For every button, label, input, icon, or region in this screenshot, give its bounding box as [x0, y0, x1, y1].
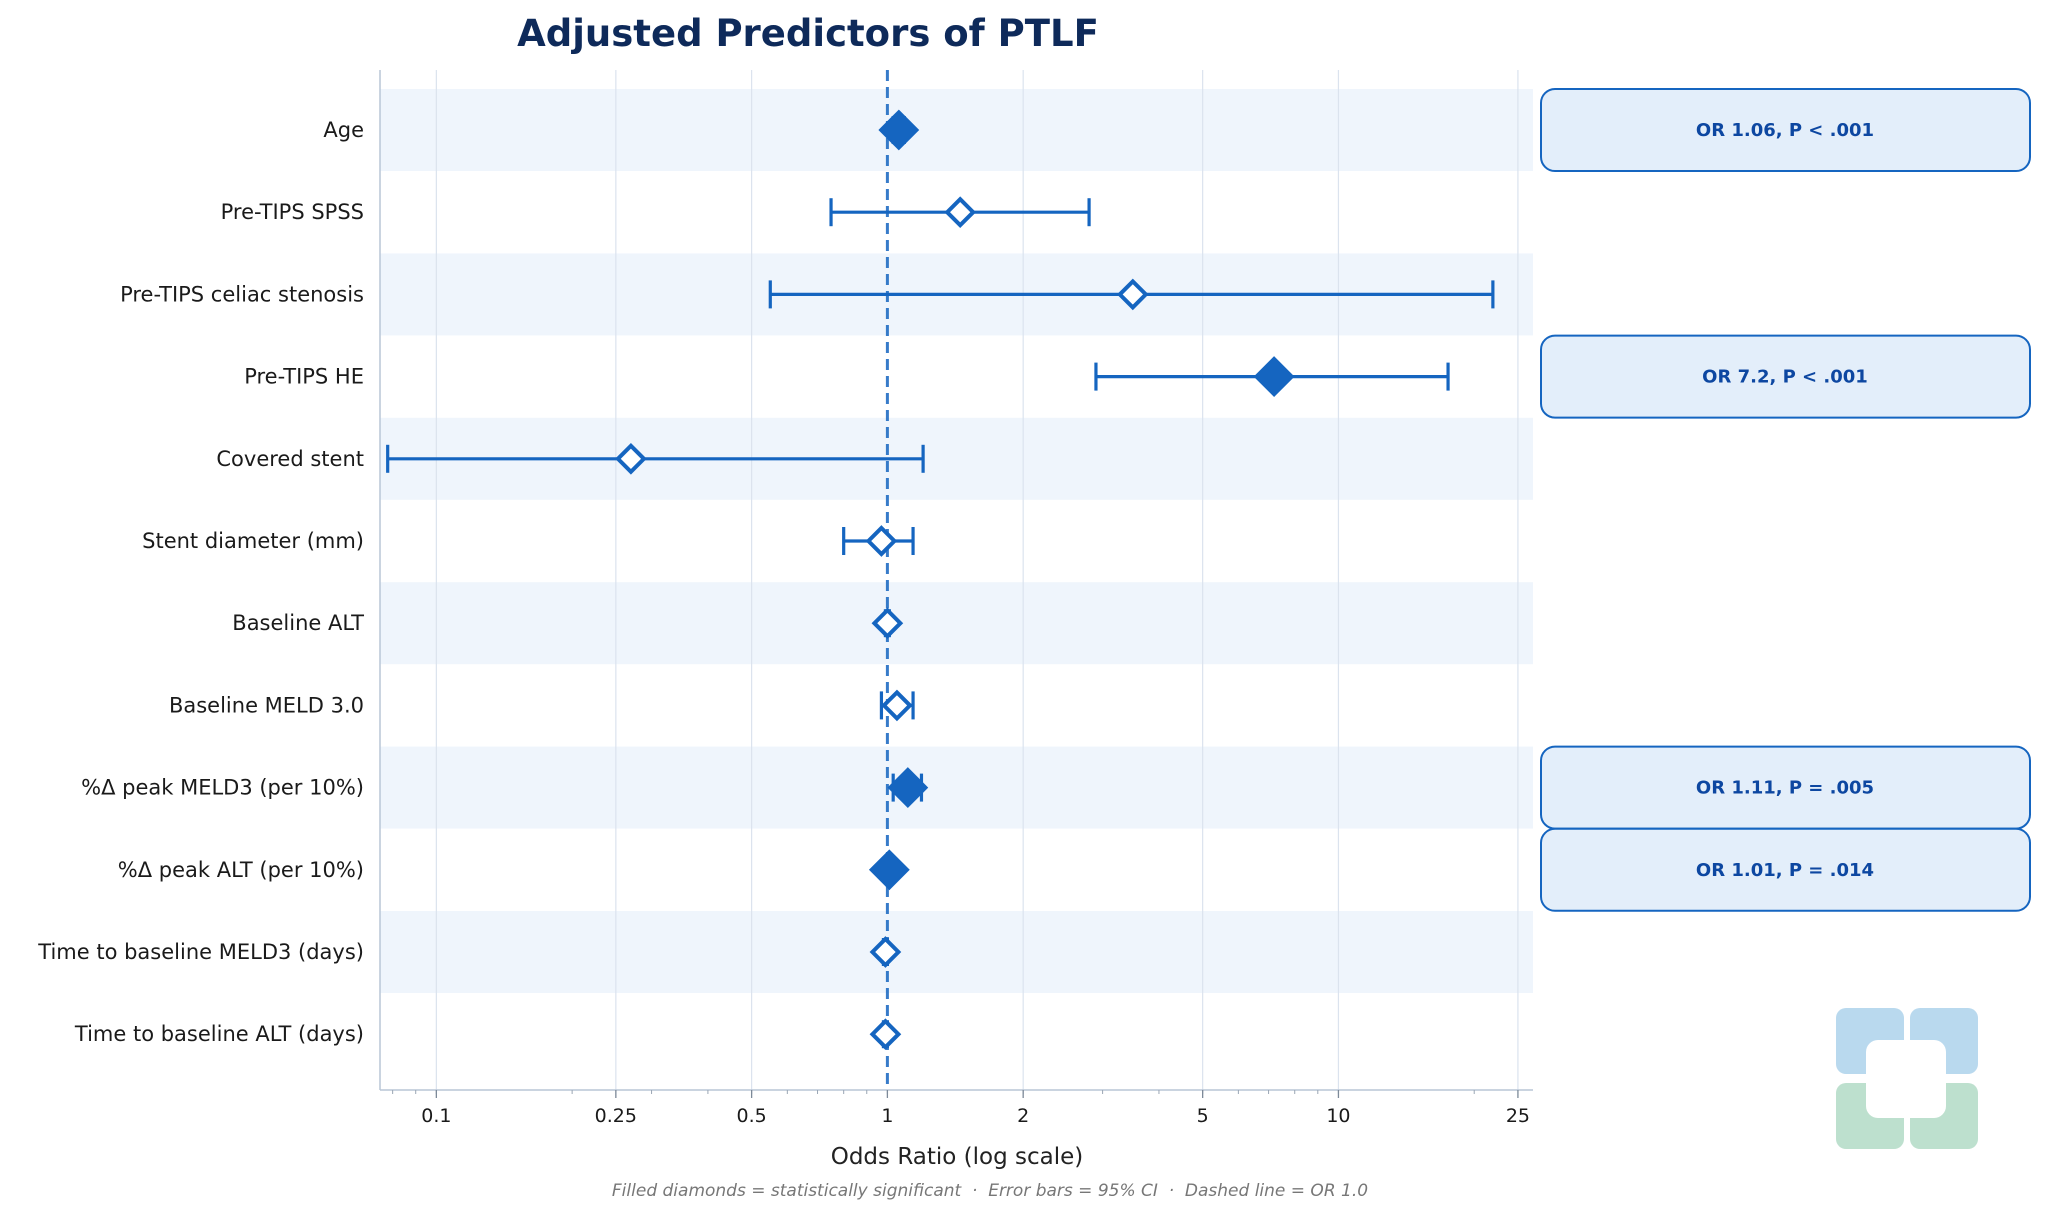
annotation-text: OR 1.06, P < .001	[1696, 120, 1874, 141]
annotation-boxes: OR 1.06, P < .001 OR 7.2, P < .001 OR 1.11…	[1540, 88, 2031, 912]
logo-cross-center	[1866, 1040, 1946, 1118]
x-tick-label: 0.1	[421, 1105, 451, 1127]
row-label: Pre-TIPS SPSS	[221, 200, 364, 224]
or-diamond	[869, 936, 902, 968]
annotation-text: OR 1.11, P = .005	[1696, 778, 1874, 799]
x-tick-label: 5	[1197, 1105, 1209, 1127]
data-marks	[386, 109, 1495, 1051]
row-band	[380, 746, 1533, 829]
row-label: Pre-TIPS celiac stenosis	[120, 282, 364, 306]
x-tick-label: 10	[1326, 1105, 1350, 1127]
annotation-text: OR 1.01, P = .014	[1696, 860, 1874, 881]
annotation-box	[1540, 334, 2031, 419]
or-diamond-significant	[1253, 356, 1295, 398]
row-label: Time to baseline ALT (days)	[74, 1022, 364, 1046]
or-diamond	[881, 689, 913, 722]
x-tick-label: 1	[881, 1105, 893, 1127]
row-band	[380, 582, 1533, 665]
row-label: Time to baseline MELD3 (days)	[37, 940, 364, 964]
annotation-box	[1540, 827, 2031, 912]
or-diamond	[615, 442, 647, 475]
row-label: Stent diameter (mm)	[142, 529, 364, 553]
row-label: %Δ peak MELD3 (per 10%)	[81, 776, 364, 800]
annotation-box	[1540, 88, 2031, 172]
or-diamond-significant	[868, 849, 910, 891]
x-tick-label: 25	[1506, 1105, 1530, 1127]
or-diamond	[944, 196, 977, 229]
row-label: %Δ peak ALT (per 10%)	[118, 858, 364, 882]
or-diamond	[869, 1018, 902, 1051]
or-diamond-significant	[887, 767, 929, 809]
x-tick-label: 0.5	[737, 1105, 767, 1127]
row-band	[380, 89, 1533, 171]
row-label: Baseline ALT	[232, 611, 364, 635]
x-axis-label: Odds Ratio (log scale)	[831, 1144, 1084, 1170]
vertical-gridlines	[435, 70, 1519, 1090]
y-axis-labels: Age Pre-TIPS SPSS Pre-TIPS celiac stenosis…	[37, 118, 364, 1046]
row-bands	[380, 89, 1533, 993]
chart-title: Adjusted Predictors of PTLF	[517, 12, 1099, 55]
or-diamond	[1116, 278, 1149, 311]
row-label: Covered stent	[216, 447, 364, 471]
or-diamond	[865, 525, 898, 557]
or-diamond	[871, 607, 904, 640]
x-tick-label: 0.25	[595, 1105, 637, 1127]
or-diamond-significant	[878, 109, 920, 151]
row-label: Baseline MELD 3.0	[169, 693, 364, 717]
medical-cross-logo-icon	[1836, 1008, 1978, 1149]
footnote: Filled diamonds = statistically signific…	[612, 1181, 1368, 1201]
row-label: Age	[323, 118, 364, 142]
x-axis-ticks: 0.1 0.25 0.5 1 2 5 10 25	[392, 1090, 1530, 1127]
annotation-text: OR 7.2, P < .001	[1702, 367, 1868, 388]
x-tick-label: 2	[1017, 1105, 1029, 1127]
row-label: Pre-TIPS HE	[244, 365, 364, 389]
row-band	[380, 911, 1533, 993]
